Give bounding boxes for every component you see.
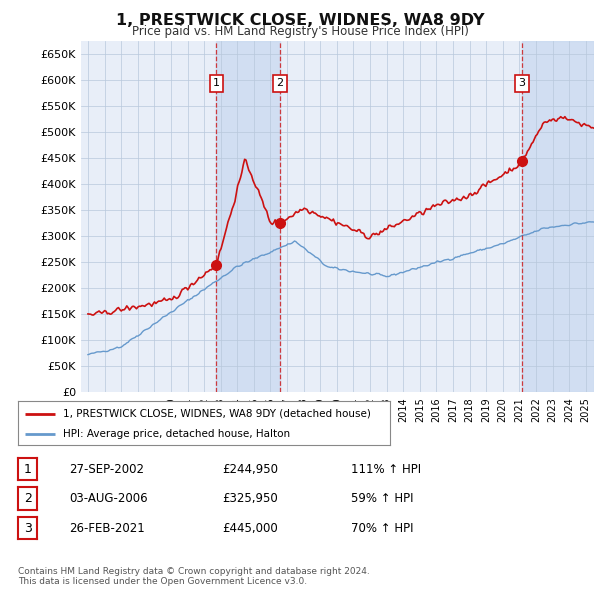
Text: 1: 1 xyxy=(24,463,32,476)
Text: £325,950: £325,950 xyxy=(222,492,278,505)
Text: 2: 2 xyxy=(277,78,284,88)
Text: 111% ↑ HPI: 111% ↑ HPI xyxy=(351,463,421,476)
Text: 59% ↑ HPI: 59% ↑ HPI xyxy=(351,492,413,505)
Text: 2: 2 xyxy=(24,492,32,505)
Text: 26-FEB-2021: 26-FEB-2021 xyxy=(69,522,145,535)
Text: 1, PRESTWICK CLOSE, WIDNES, WA8 9DY (detached house): 1, PRESTWICK CLOSE, WIDNES, WA8 9DY (det… xyxy=(62,409,371,418)
Text: Contains HM Land Registry data © Crown copyright and database right 2024.: Contains HM Land Registry data © Crown c… xyxy=(18,566,370,576)
Text: HPI: Average price, detached house, Halton: HPI: Average price, detached house, Halt… xyxy=(62,430,290,440)
Text: 3: 3 xyxy=(24,522,32,535)
Text: 1, PRESTWICK CLOSE, WIDNES, WA8 9DY: 1, PRESTWICK CLOSE, WIDNES, WA8 9DY xyxy=(116,13,484,28)
Bar xyxy=(217,41,280,392)
Text: This data is licensed under the Open Government Licence v3.0.: This data is licensed under the Open Gov… xyxy=(18,576,307,586)
Text: 1: 1 xyxy=(213,78,220,88)
Text: £445,000: £445,000 xyxy=(222,522,278,535)
Bar xyxy=(522,41,594,392)
Text: 27-SEP-2002: 27-SEP-2002 xyxy=(69,463,144,476)
Text: 03-AUG-2006: 03-AUG-2006 xyxy=(69,492,148,505)
Text: 70% ↑ HPI: 70% ↑ HPI xyxy=(351,522,413,535)
Text: £244,950: £244,950 xyxy=(222,463,278,476)
Text: Price paid vs. HM Land Registry's House Price Index (HPI): Price paid vs. HM Land Registry's House … xyxy=(131,25,469,38)
Text: 3: 3 xyxy=(518,78,526,88)
